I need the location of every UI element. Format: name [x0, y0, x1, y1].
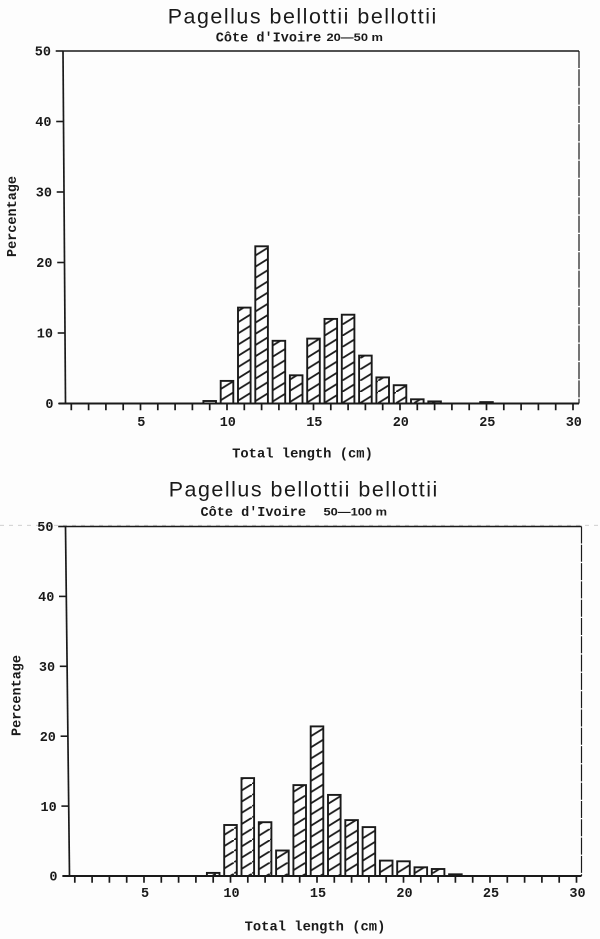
svg-text:10: 10 [40, 801, 56, 816]
svg-text:15: 15 [310, 887, 326, 902]
svg-text:Côte d'Ivoire: Côte d'Ivoire [201, 505, 307, 521]
svg-text:25: 25 [479, 416, 495, 431]
svg-text:40: 40 [38, 591, 54, 606]
svg-text:Pagellus bellottii bellottii: Pagellus bellottii bellottii [168, 5, 437, 29]
svg-text:5: 5 [137, 416, 145, 431]
svg-text:25: 25 [483, 887, 499, 902]
svg-text:30: 30 [566, 416, 582, 431]
svg-text:20: 20 [40, 731, 56, 746]
svg-text:20: 20 [396, 887, 412, 902]
svg-text:15: 15 [306, 416, 322, 431]
svg-text:10: 10 [37, 328, 53, 343]
svg-text:50—100 m: 50—100 m [324, 506, 388, 518]
svg-text:30: 30 [569, 887, 585, 902]
svg-text:5: 5 [141, 887, 149, 902]
svg-text:Pagellus bellottii bellottii: Pagellus bellottii bellottii [169, 477, 438, 501]
svg-text:0: 0 [49, 871, 57, 886]
svg-text:Percentage: Percentage [11, 655, 26, 736]
svg-text:Côte d'Ivoire: Côte d'Ivoire [216, 30, 321, 46]
svg-text:10: 10 [220, 416, 236, 431]
svg-text:20: 20 [36, 257, 52, 272]
svg-text:30: 30 [36, 187, 52, 202]
svg-text:40: 40 [35, 116, 51, 131]
svg-text:Total length (cm): Total length (cm) [245, 920, 386, 936]
svg-text:20: 20 [393, 416, 409, 431]
svg-text:50: 50 [37, 521, 53, 536]
svg-text:0: 0 [45, 398, 53, 413]
svg-text:20—50 m: 20—50 m [327, 32, 384, 44]
svg-text:Percentage: Percentage [6, 176, 21, 257]
svg-text:Total length (cm): Total length (cm) [232, 447, 373, 463]
svg-text:10: 10 [223, 887, 239, 902]
svg-text:30: 30 [39, 661, 55, 676]
svg-text:50: 50 [35, 46, 51, 61]
